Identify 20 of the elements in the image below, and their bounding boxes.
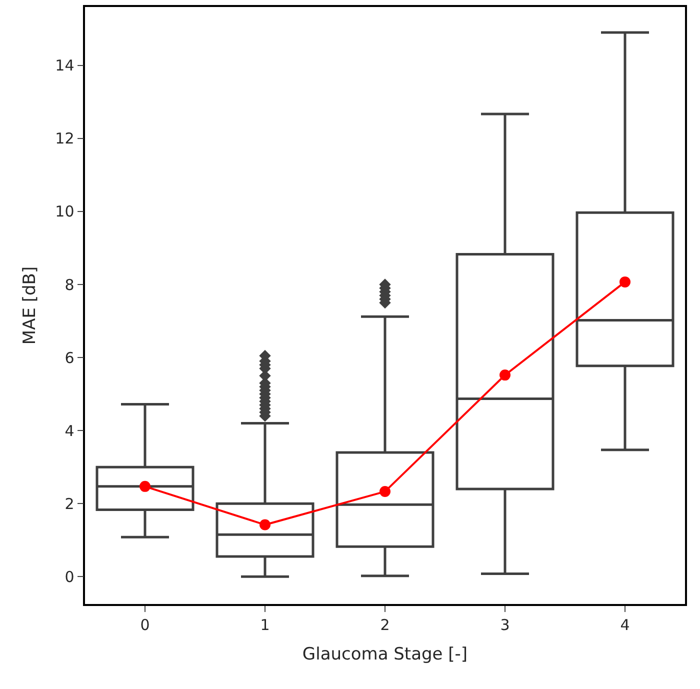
point [500, 370, 510, 381]
point [260, 519, 270, 530]
point [380, 486, 390, 498]
point [620, 276, 630, 288]
y-tick-label: 2 [64, 494, 74, 513]
x-tick-label: 2 [380, 616, 390, 634]
x-tick-label: 1 [260, 616, 270, 634]
y-tick-label: 6 [64, 348, 74, 367]
y-tick-label: 0 [64, 568, 74, 586]
x-tick-label: 4 [620, 616, 630, 634]
y-tick-label: 12 [55, 130, 74, 148]
y-tick-label: 8 [64, 276, 74, 294]
y-tick-label: 4 [64, 422, 74, 440]
x-axis-title: Glaucoma Stage [-] [302, 644, 468, 665]
x-tick-label: 0 [140, 616, 150, 634]
point [140, 480, 150, 492]
y-tick-label: 10 [55, 202, 74, 221]
y-tick-label: 14 [55, 56, 74, 75]
y-axis-title: MAE [dB] [20, 266, 40, 345]
x-tick-label: 3 [500, 616, 510, 634]
